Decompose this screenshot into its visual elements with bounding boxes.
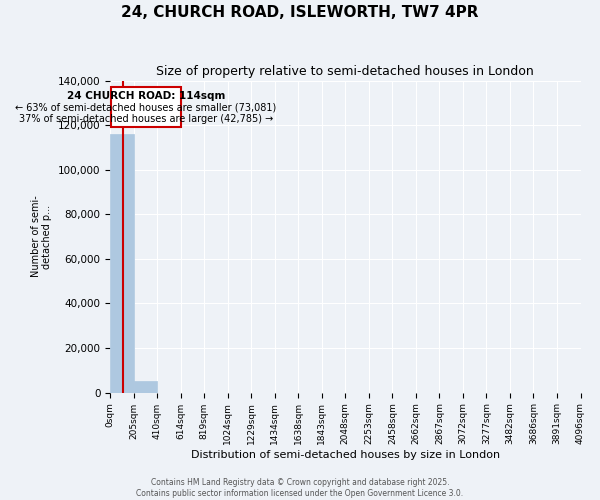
Text: Contains HM Land Registry data © Crown copyright and database right 2025.
Contai: Contains HM Land Registry data © Crown c…: [136, 478, 464, 498]
Text: 24, CHURCH ROAD, ISLEWORTH, TW7 4PR: 24, CHURCH ROAD, ISLEWORTH, TW7 4PR: [121, 5, 479, 20]
Text: 24 CHURCH ROAD: 114sqm: 24 CHURCH ROAD: 114sqm: [67, 91, 225, 101]
Text: ← 63% of semi-detached houses are smaller (73,081): ← 63% of semi-detached houses are smalle…: [16, 102, 277, 113]
FancyBboxPatch shape: [111, 87, 181, 128]
X-axis label: Distribution of semi-detached houses by size in London: Distribution of semi-detached houses by …: [191, 450, 500, 460]
Text: 37% of semi-detached houses are larger (42,785) →: 37% of semi-detached houses are larger (…: [19, 114, 273, 124]
Y-axis label: Number of semi-
detached p...: Number of semi- detached p...: [31, 196, 52, 278]
Bar: [110, 134, 134, 392]
Bar: [134, 382, 157, 392]
Title: Size of property relative to semi-detached houses in London: Size of property relative to semi-detach…: [157, 65, 534, 78]
